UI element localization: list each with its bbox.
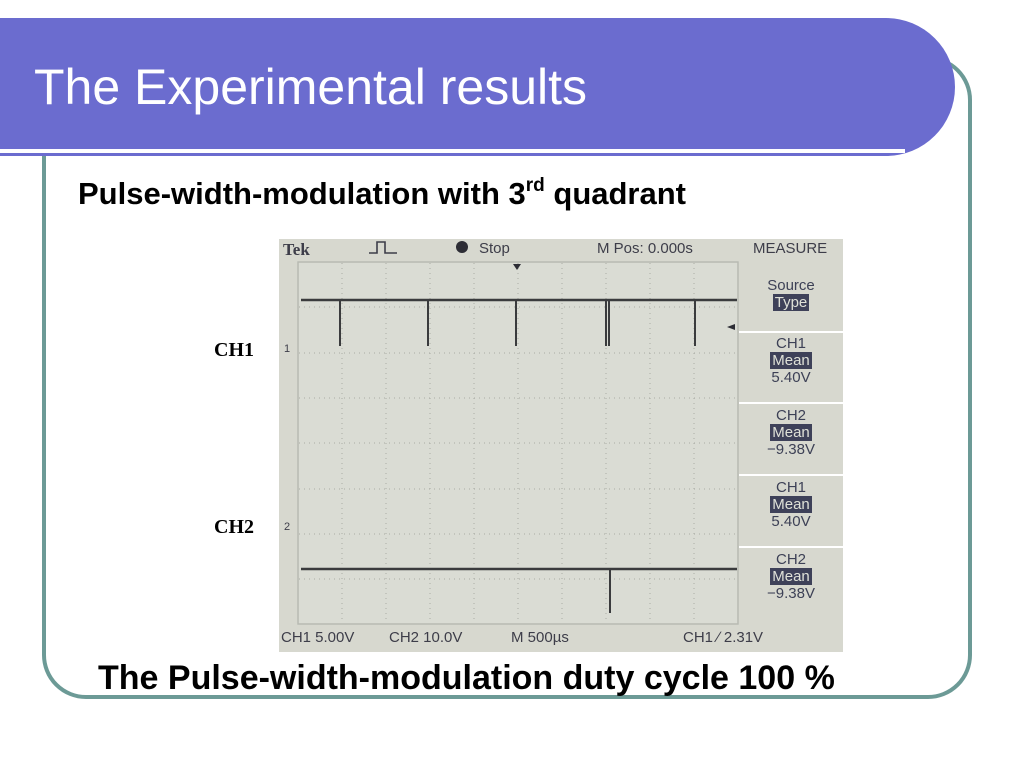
- menu-divider: [739, 474, 843, 476]
- title-underline: [0, 149, 905, 153]
- measurement-value: −9.38V: [767, 585, 815, 602]
- ch1-label: CH1: [214, 339, 254, 361]
- time-scale: M 500µs: [511, 629, 569, 646]
- measurement-slot-1[interactable]: CH1 Mean 5.40V: [739, 335, 843, 386]
- stop-indicator-icon: [456, 241, 468, 253]
- trigger-readout: CH1 ∕ 2.31V: [683, 629, 764, 646]
- scope-status-bar: Tek Stop M Pos: 0.000s MEASURE: [279, 239, 843, 261]
- trigger-level-marker: [727, 324, 735, 330]
- measurement-type: Mean: [770, 568, 812, 585]
- type-label: Type: [772, 294, 810, 311]
- slide-caption: The Pulse-width-modulation duty cycle 10…: [98, 659, 835, 697]
- measurement-value: 5.40V: [771, 369, 811, 386]
- scope-run-status: Stop: [479, 240, 510, 257]
- oscilloscope-photo: Tek Stop M Pos: 0.000s MEASURE: [279, 239, 843, 652]
- trigger-position-marker: [513, 264, 521, 270]
- measurement-slot-2[interactable]: CH2 Mean −9.38V: [739, 407, 843, 458]
- ch1-pulses: [339, 300, 696, 346]
- scope-m-pos: M Pos: 0.000s: [597, 240, 693, 257]
- measurement-channel: CH2: [775, 407, 806, 424]
- ch2-marker: 2: [284, 521, 291, 533]
- measure-menu-title: MEASURE: [753, 240, 828, 257]
- subtitle-tail: quadrant: [544, 176, 686, 211]
- scope-scale-bar: CH1 5.00V CH2 10.0V M 500µs CH1 ∕ 2.31V: [279, 625, 843, 652]
- measurement-type: Mean: [770, 352, 812, 369]
- ch1-marker: 1: [284, 343, 291, 355]
- scope-brand: Tek: [283, 240, 310, 259]
- subtitle-superscript: rd: [525, 174, 545, 196]
- measurement-slot-3[interactable]: CH1 Mean 5.40V: [739, 479, 843, 530]
- measurement-channel: CH1: [775, 335, 806, 352]
- measurement-slot-4[interactable]: CH2 Mean −9.38V: [739, 551, 843, 602]
- menu-divider: [739, 402, 843, 404]
- ch2-scale: CH2 10.0V: [389, 629, 463, 646]
- measurement-channel: CH2: [775, 551, 806, 568]
- ch2-label: CH2: [214, 516, 254, 538]
- scope-graticule: [297, 261, 739, 625]
- menu-divider: [739, 331, 843, 333]
- measurement-value: 5.40V: [771, 513, 811, 530]
- slide-title: The Experimental results: [34, 59, 588, 115]
- ch1-scale: CH1 5.00V: [281, 629, 355, 646]
- slide-subtitle: Pulse-width-modulation with 3rd quadrant: [78, 174, 686, 212]
- measurement-value: −9.38V: [767, 441, 815, 458]
- measurement-type: Mean: [770, 496, 812, 513]
- subtitle-main: Pulse-width-modulation with 3: [78, 176, 526, 211]
- scope-screen: [297, 261, 739, 625]
- acquisition-icon: [367, 239, 401, 261]
- measurement-channel: CH1: [775, 479, 806, 496]
- measurement-type: Mean: [770, 424, 812, 441]
- source-label: Source: [767, 277, 815, 294]
- menu-source-type[interactable]: Source Type: [739, 277, 843, 311]
- measure-menu: Source Type CH1 Mean 5.40V CH2 Mean −9.3…: [739, 261, 843, 625]
- menu-divider: [739, 546, 843, 548]
- title-bar: The Experimental results: [0, 18, 955, 156]
